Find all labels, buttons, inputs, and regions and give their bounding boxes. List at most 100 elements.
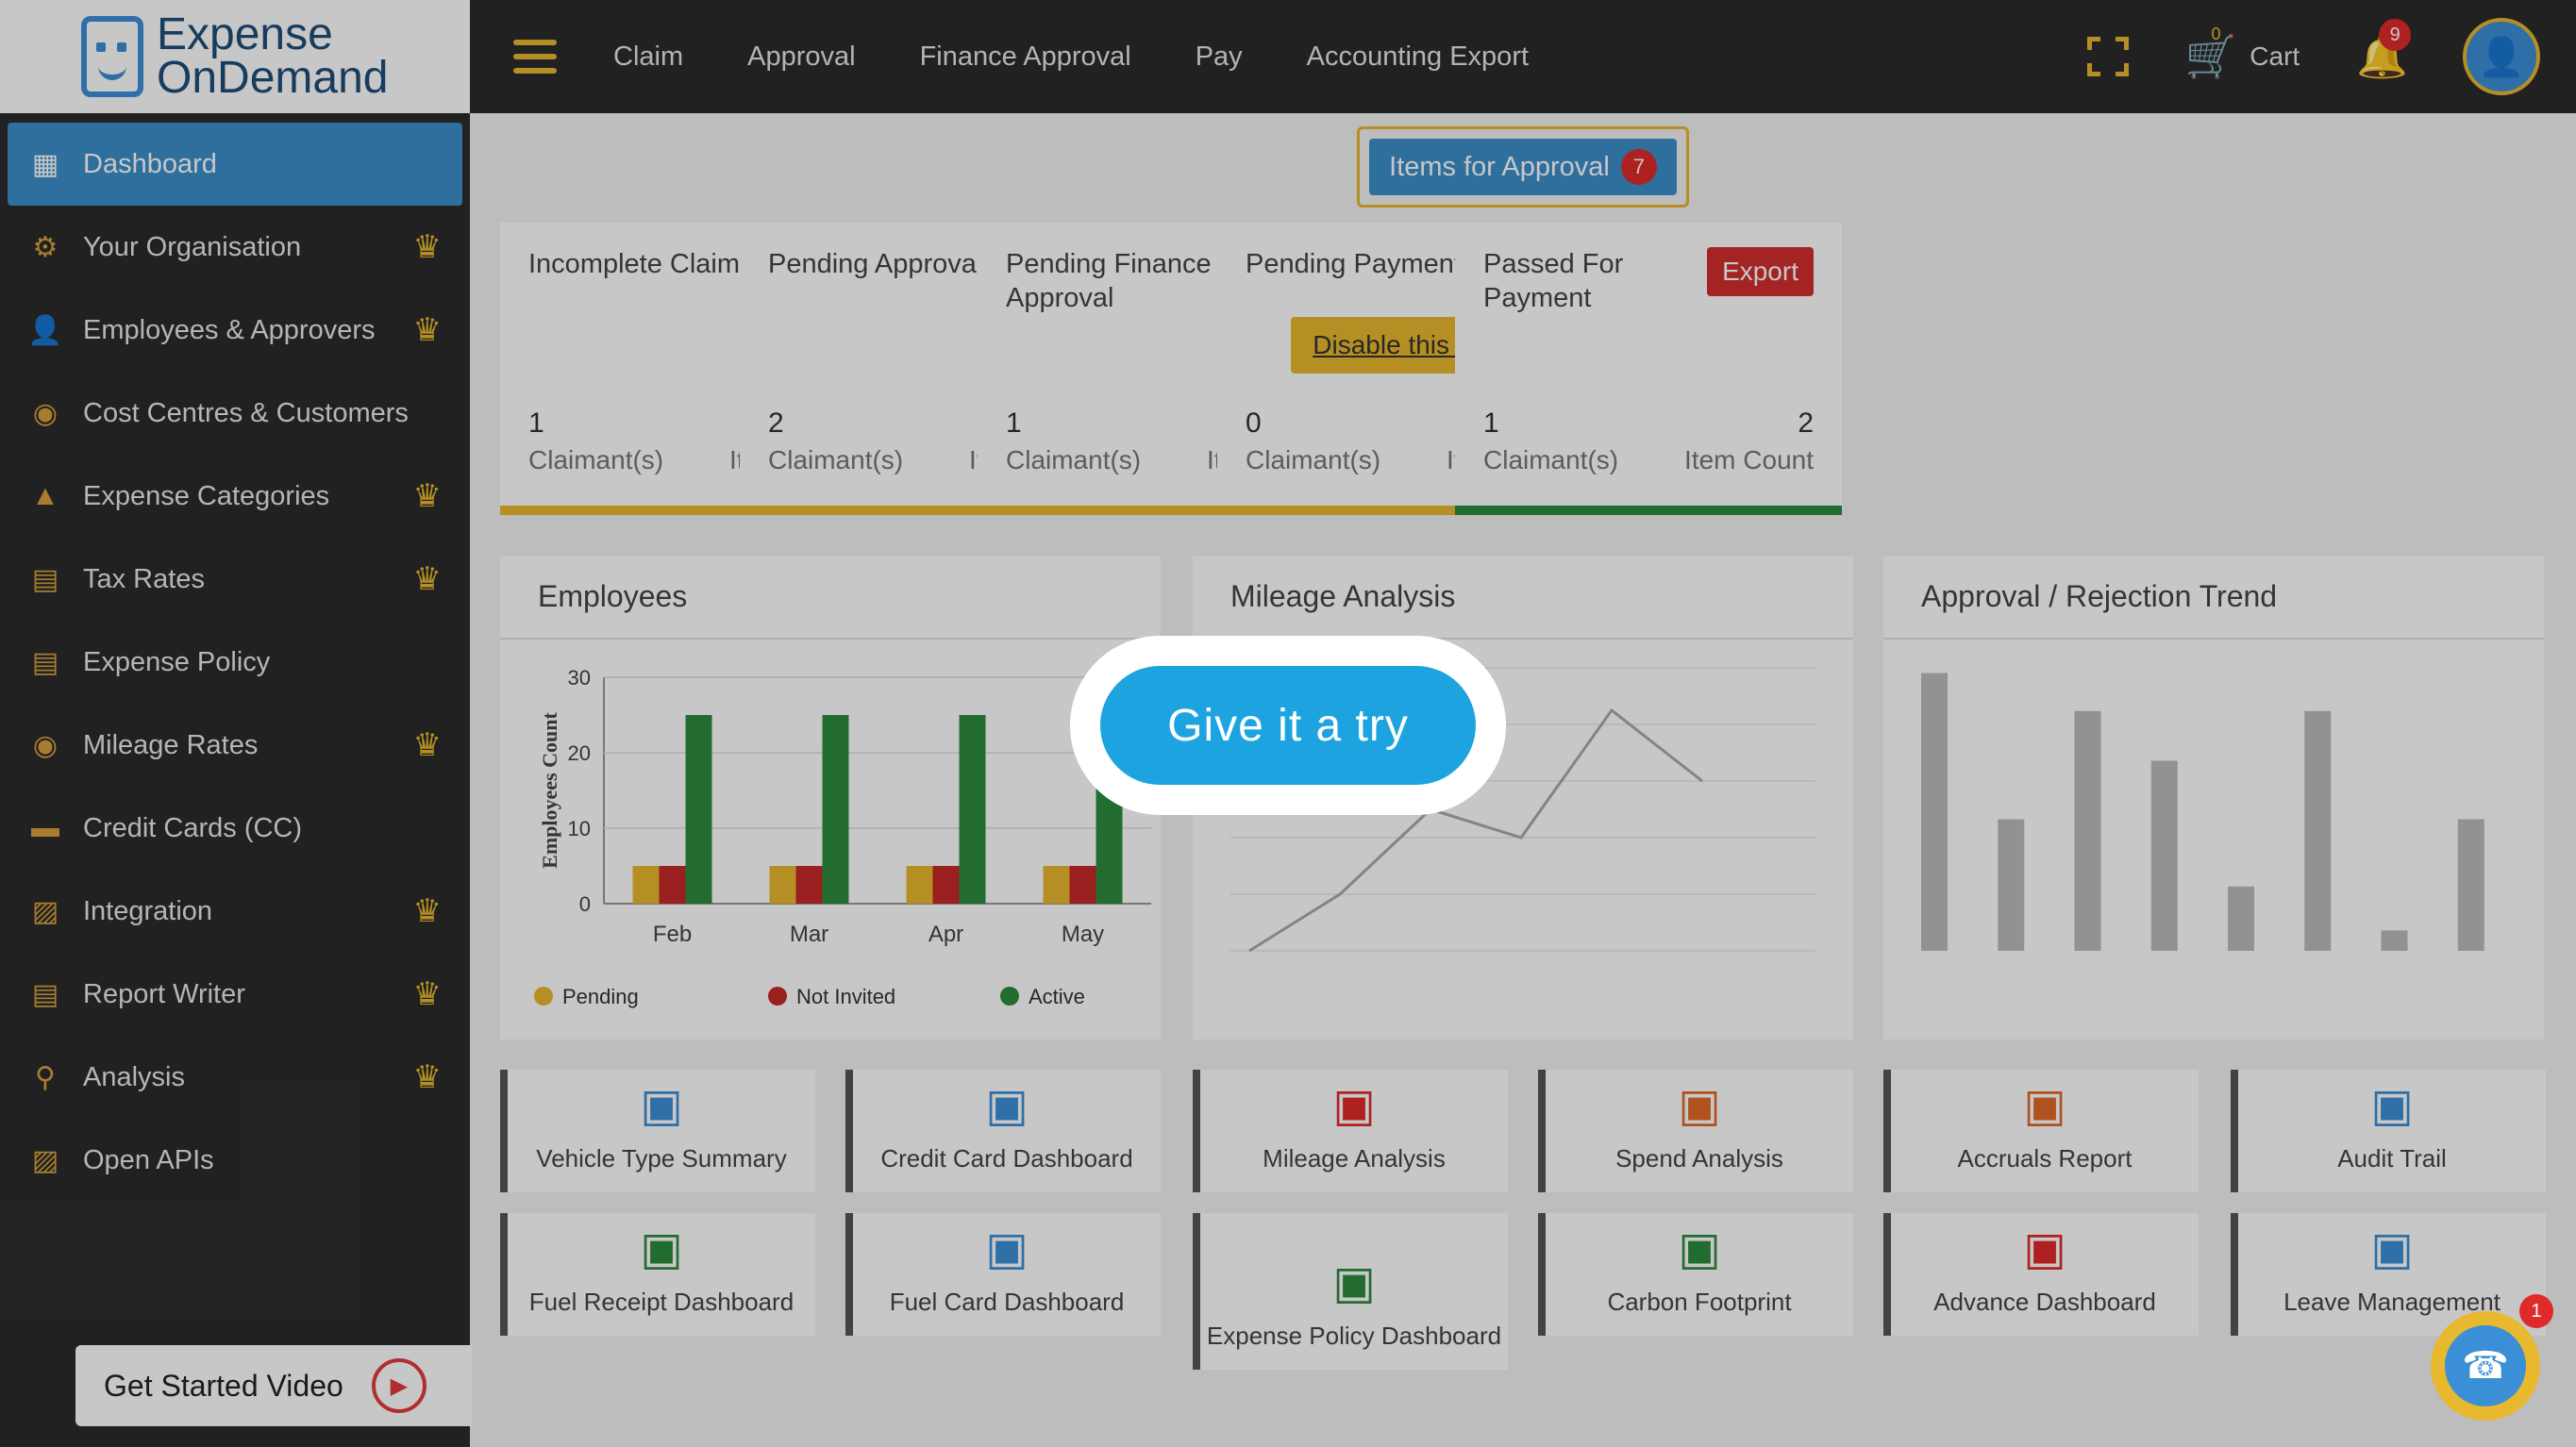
nav-pay[interactable]: Pay (1195, 41, 1243, 72)
tile-label: Advance Dashboard (1933, 1288, 2156, 1316)
headset-icon: ☎ (2445, 1325, 2526, 1406)
tile-label: Expense Policy Dashboard (1206, 1322, 1502, 1350)
analysis-icon: ⚲ (35, 1061, 56, 1093)
x-tick-label: May (1062, 922, 1104, 947)
tile-mileage-analysis[interactable]: ▣ Mileage Analysis (1193, 1070, 1508, 1192)
tile-expense-policy-dashboard[interactable]: ▣ Expense Policy Dashboard (1193, 1213, 1508, 1370)
get-started-video-button[interactable]: Get Started Video ▶ (75, 1345, 472, 1426)
employees-panel: Employees 0 10 20 30 Employees Count Feb Mar Ap… (500, 557, 1161, 1040)
items-for-approval-button[interactable]: Items for Approval 7 (1369, 139, 1677, 195)
claimant-count: 1 (1483, 407, 1499, 439)
sidebar-item-report-writer[interactable]: ▤ Report Writer ♛ (0, 953, 470, 1036)
policy-chart-icon: ▣ (1332, 1258, 1376, 1308)
sidebar-item-analysis[interactable]: ⚲ Analysis ♛ (0, 1036, 470, 1119)
claimant-count: 1 (528, 407, 544, 439)
sidebar-item-label: Mileage Rates (83, 729, 259, 760)
sidebar-item-expense-categories[interactable]: ▲ Expense Categories ♛ (0, 455, 470, 538)
notification-badge: 9 (2379, 19, 2412, 51)
sidebar-item-label: Expense Categories (83, 480, 330, 511)
bar-active (959, 715, 986, 904)
nav-approval[interactable]: Approval (747, 41, 856, 72)
sidebar-item-employees-approvers[interactable]: 👤 Employees & Approvers ♛ (0, 289, 470, 372)
cost-centres-icon: ◉ (32, 397, 59, 429)
bar-pending (632, 866, 660, 904)
crown-icon: ♛ (412, 229, 442, 265)
legend-label: Pending (562, 985, 639, 1008)
sidebar-item-expense-policy[interactable]: ▤ Expense Policy (0, 621, 470, 704)
claimant-label: Claimant(s) (1483, 445, 1619, 474)
employees-panel-title: Employees (500, 557, 1161, 640)
sidebar-item-tax-rates[interactable]: ▤ Tax Rates ♛ (0, 538, 470, 621)
categories-icon: ▲ (31, 480, 59, 511)
sidebar-item-integration[interactable]: ▨ Integration ♛ (0, 870, 470, 953)
nav-claim[interactable]: Claim (613, 41, 684, 72)
tile-carbon-footprint[interactable]: ▣ Carbon Footprint (1538, 1213, 1853, 1336)
top-header: Claim Approval Finance Approval Pay Accounti… (470, 0, 2576, 113)
bar-not-invited (932, 866, 960, 904)
tile-fuel-card-dashboard[interactable]: ▣ Fuel Card Dashboard (845, 1213, 1161, 1336)
vehicle-icon: ▣ (640, 1081, 683, 1131)
sidebar-item-dashboard[interactable]: ▦ Dashboard (8, 123, 462, 206)
user-avatar[interactable]: 👤 (2463, 18, 2540, 95)
tile-label: Spend Analysis (1615, 1144, 1783, 1173)
sidebar-item-cost-centres-customers[interactable]: ◉ Cost Centres & Customers (0, 372, 470, 455)
cart-label: Cart (2250, 42, 2300, 71)
tile-label: Audit Trail (2337, 1144, 2447, 1173)
tile-label: Leave Management (2283, 1288, 2501, 1316)
tile-credit-card-dashboard[interactable]: ▣ Credit Card Dashboard (845, 1070, 1161, 1192)
crown-icon: ♛ (412, 727, 442, 763)
export-button[interactable]: Export (1707, 247, 1814, 296)
sidebar-item-your-organisation[interactable]: ⚙ Your Organisation ♛ (0, 206, 470, 289)
sidebar-item-label: Your Organisation (83, 231, 302, 262)
tile-fuel-receipt-dashboard[interactable]: ▣ Fuel Receipt Dashboard (500, 1213, 815, 1336)
tile-label: Mileage Analysis (1263, 1144, 1446, 1173)
sidebar-item-label: Expense Policy (83, 646, 271, 677)
tile-advance-dashboard[interactable]: ▣ Advance Dashboard (1883, 1213, 2199, 1336)
crown-icon: ♛ (412, 893, 442, 929)
crown-icon: ♛ (412, 561, 442, 597)
bar-not-invited (795, 866, 823, 904)
trend-chart (1921, 673, 2484, 951)
stat-title: Passed For Payment (1483, 249, 1624, 313)
sidebar: Expense OnDemand ▦ Dashboard ⚙ Your Organis… (0, 0, 472, 1447)
credit-card-dashboard-icon: ▣ (985, 1081, 1029, 1131)
logo-line-2: OnDemand (157, 53, 389, 103)
tile-vehicle-type-summary[interactable]: ▣ Vehicle Type Summary (500, 1070, 815, 1192)
x-tick-label: Apr (928, 922, 963, 947)
crown-icon: ♛ (412, 478, 442, 514)
bar-not-invited (659, 866, 686, 904)
sidebar-item-open-apis[interactable]: ▨ Open APIs (0, 1119, 470, 1202)
top-nav: Claim Approval Finance Approval Pay Accounti… (613, 42, 1593, 73)
claimant-count: 1 (1006, 407, 1022, 439)
sidebar-item-credit-cards-cc[interactable]: ▬ Credit Cards (CC) (0, 787, 470, 870)
api-icon: ▨ (31, 1144, 59, 1176)
stat-title: Pending Finance Approval (1006, 249, 1212, 313)
tile-label: Accruals Report (1957, 1144, 2133, 1173)
fullscreen-icon[interactable] (2086, 37, 2129, 76)
sidebar-item-label: Tax Rates (83, 563, 205, 594)
employees-icon: 👤 (27, 314, 63, 346)
cart-button[interactable]: 🛒 0 Cart (2185, 25, 2300, 81)
fuel-card-icon: ▣ (985, 1224, 1029, 1274)
nav-accounting-export[interactable]: Accounting Export (1306, 41, 1530, 72)
trend-bar (2304, 710, 2332, 951)
dashboard-icon: ▦ (31, 148, 59, 180)
hamburger-menu-icon[interactable] (513, 40, 557, 74)
header-actions: 🛒 0 Cart 🔔 9 👤 (2086, 0, 2576, 113)
nav-finance-approval[interactable]: Finance Approval (919, 41, 1131, 72)
x-tick-label: Mar (790, 922, 828, 947)
support-badge: 1 (2519, 1294, 2553, 1328)
tile-label: Credit Card Dashboard (880, 1144, 1133, 1173)
bar-active (685, 715, 712, 904)
accruals-icon: ▣ (2023, 1081, 2066, 1131)
tile-audit-trail[interactable]: ▣ Audit Trail (2231, 1070, 2546, 1192)
support-chat-button[interactable]: ☎ (2431, 1311, 2540, 1421)
notification-bell-icon[interactable]: 🔔 9 (2356, 19, 2412, 81)
y-tick-label: 0 (579, 892, 591, 916)
tile-accruals-report[interactable]: ▣ Accruals Report (1883, 1070, 2199, 1192)
give-it-a-try-button[interactable]: Give it a try (1100, 666, 1476, 785)
tile-spend-analysis[interactable]: ▣ Spend Analysis (1538, 1070, 1853, 1192)
app-logo[interactable]: Expense OnDemand (0, 0, 470, 113)
trend-panel-title: Approval / Rejection Trend (1883, 557, 2544, 640)
sidebar-item-mileage-rates[interactable]: ◉ Mileage Rates ♛ (0, 704, 470, 787)
